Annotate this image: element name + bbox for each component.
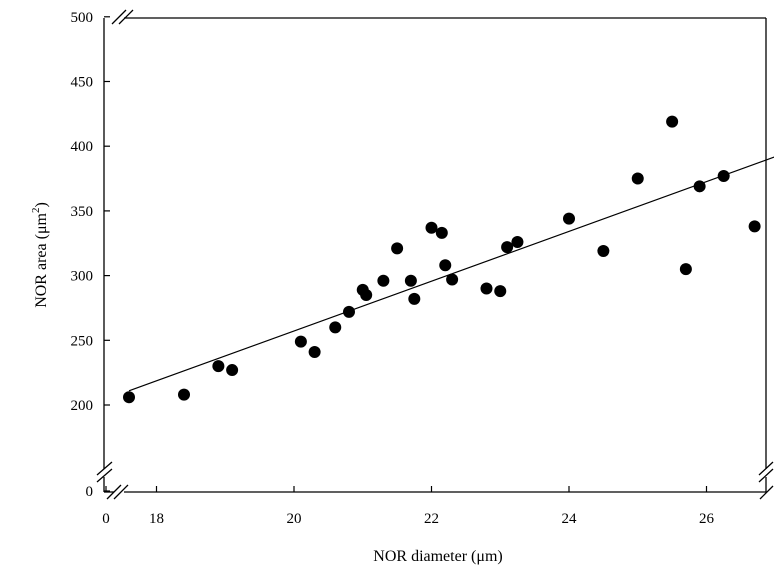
data-point [212, 360, 225, 373]
data-point [511, 235, 524, 248]
x-ticks: 018202224262830 [102, 486, 715, 527]
data-point [404, 274, 417, 287]
bottom-break-mark [106, 484, 129, 500]
data-point [563, 212, 575, 225]
data-point [343, 305, 355, 318]
data-point [360, 289, 373, 302]
data-point [666, 115, 679, 128]
y-axis-title-main: NOR area (μm [33, 212, 50, 307]
y-tick-label: 200 [71, 398, 94, 414]
x-tick-label: 24 [562, 511, 578, 527]
right-break-mark [758, 461, 774, 483]
x-tick-label: 26 [699, 511, 715, 527]
data-point [226, 364, 239, 377]
data-point [679, 263, 692, 276]
data-point [693, 180, 706, 193]
data-point [597, 245, 610, 258]
data-point [717, 169, 730, 182]
data-point [631, 172, 644, 185]
y-tick-label: 350 [71, 204, 94, 220]
y-axis-title: NOR area (μm2) [30, 202, 50, 308]
data-point [494, 285, 507, 298]
y-tick-label: 250 [71, 333, 94, 349]
top-left-break-mark [111, 9, 134, 25]
data-point [446, 273, 459, 286]
x-tick-label: 22 [424, 511, 439, 527]
x-tick-label: 20 [287, 511, 302, 527]
left-break-mark [96, 461, 113, 483]
y-ticks: 0 200 250 300 350 400 450 500 [71, 10, 110, 500]
data-point [408, 292, 421, 305]
y-tick-label: 0 [86, 484, 94, 500]
trend-line [128, 156, 774, 392]
data-point [294, 335, 307, 348]
data-point [377, 274, 390, 287]
x-tick-label: 0 [102, 511, 110, 527]
data-point [391, 242, 404, 255]
y-tick-label: 450 [71, 75, 94, 91]
trend-line-group [128, 156, 774, 392]
x-tick-label: 18 [149, 511, 164, 527]
data-point [178, 388, 190, 401]
data-point [748, 220, 761, 233]
data-point [435, 226, 448, 239]
data-points [123, 115, 761, 404]
data-point [308, 345, 321, 358]
data-point [123, 391, 135, 404]
x-axis-title: NOR diameter (μm) [373, 548, 502, 565]
bottom-right-break-mark [759, 485, 774, 500]
data-point [480, 282, 493, 295]
data-point [439, 259, 452, 272]
data-point [501, 241, 514, 254]
axis-break-marks [96, 9, 774, 500]
y-tick-label: 300 [71, 269, 94, 285]
data-point [329, 321, 342, 334]
y-tick-label: 500 [71, 10, 94, 26]
y-axis-title-close: ) [33, 202, 50, 207]
y-tick-label: 400 [71, 139, 94, 155]
y-axis-title-sup: 2 [30, 208, 42, 214]
axis-frame [103, 17, 767, 493]
data-point [425, 221, 438, 234]
